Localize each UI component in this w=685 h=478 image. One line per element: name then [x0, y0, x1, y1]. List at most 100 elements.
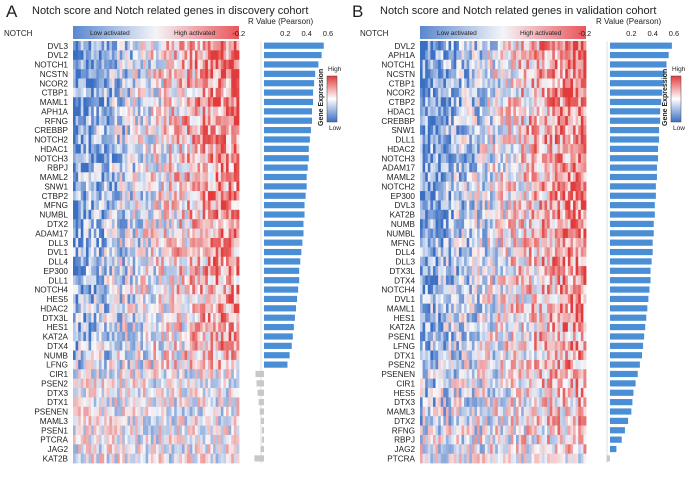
heatmap-cell: [518, 313, 522, 323]
heatmap-cell: [425, 172, 429, 182]
heatmap-cell: [536, 97, 540, 107]
heatmap-cell: [119, 134, 123, 145]
heatmap-cell: [570, 172, 574, 182]
heatmap-cell: [145, 209, 149, 220]
heatmap-cell: [228, 69, 232, 79]
heatmap-cell: [580, 294, 584, 304]
heatmap-cell: [184, 434, 188, 445]
heatmap-cell: [471, 219, 475, 229]
heatmap-cell: [171, 69, 175, 79]
heatmap-cell: [158, 378, 162, 389]
heatmap-cell: [132, 266, 136, 276]
heatmap-cell: [440, 256, 444, 267]
heatmap-cell: [236, 191, 240, 201]
heatmap-cell: [213, 397, 217, 408]
heatmap-cell: [106, 313, 110, 323]
heatmap-cell: [573, 69, 577, 79]
heatmap-cell: [580, 219, 584, 229]
heatmap-cell: [547, 303, 551, 314]
heatmap-cell: [119, 172, 123, 182]
heatmap-cell: [184, 191, 188, 201]
heatmap-cell: [513, 247, 517, 258]
heatmap-cell: [500, 303, 504, 314]
heatmap-cell: [163, 303, 167, 314]
heatmap-cell: [181, 397, 185, 408]
heatmap-cell: [435, 59, 439, 70]
heatmap-cell: [75, 388, 79, 398]
heatmap-cell: [430, 219, 434, 229]
heatmap-cell: [508, 116, 512, 126]
heatmap-cell: [440, 125, 444, 136]
heatmap-cell: [226, 69, 230, 79]
heatmap-cell: [570, 191, 574, 201]
heatmap-cell: [213, 266, 217, 276]
heatmap-cell: [515, 266, 519, 276]
heatmap-cell: [181, 78, 185, 89]
heatmap-cell: [104, 181, 108, 192]
heatmap-cell: [130, 153, 134, 164]
heatmap-cell: [137, 237, 141, 248]
heatmap-cell: [464, 303, 468, 314]
heatmap-cell: [236, 181, 240, 192]
heatmap-cell: [503, 69, 506, 79]
heatmap-cell: [148, 294, 152, 304]
heatmap-cell: [508, 97, 512, 107]
heatmap-cell: [114, 41, 118, 51]
heatmap-cell: [440, 247, 444, 258]
heatmap-cell: [505, 162, 509, 173]
heatmap-cell: [161, 97, 165, 107]
heatmap-cell: [207, 134, 211, 145]
heatmap-cell: [93, 444, 97, 455]
heatmap-cell: [223, 350, 227, 361]
heatmap-cell: [96, 191, 100, 201]
heatmap-cell: [150, 237, 154, 248]
heatmap-cell: [425, 97, 429, 107]
heatmap-cell: [420, 78, 423, 89]
heatmap-cell: [189, 378, 193, 389]
heatmap-cell: [163, 359, 167, 370]
heatmap-cell: [166, 388, 170, 398]
heatmap-cell: [114, 256, 118, 267]
heatmap-cell: [179, 50, 183, 61]
heatmap-cell: [130, 322, 134, 333]
heatmap-cell: [215, 322, 219, 333]
heatmap-cell: [122, 247, 126, 258]
heatmap-cell: [88, 153, 92, 164]
heatmap-cell: [132, 406, 136, 417]
heatmap-cell: [73, 388, 76, 398]
heatmap-cell: [122, 378, 126, 389]
heatmap-cell: [101, 444, 105, 455]
heatmap-cell: [104, 116, 108, 126]
heatmap-cell: [80, 59, 84, 70]
heatmap-cell: [200, 59, 204, 70]
heatmap-cell: [192, 97, 196, 107]
heatmap-cell: [174, 125, 178, 136]
heatmap-cell: [135, 59, 139, 70]
heatmap-cell: [200, 219, 204, 229]
heatmap-cell: [471, 256, 475, 267]
heatmap-cell: [80, 134, 84, 145]
heatmap-cell: [583, 134, 587, 145]
heatmap-cell: [166, 97, 170, 107]
heatmap-cell: [471, 125, 475, 136]
heatmap-cell: [443, 181, 447, 192]
heatmap-cell: [124, 284, 128, 295]
heatmap-cell: [101, 181, 105, 192]
heatmap-cell: [163, 50, 167, 61]
heatmap-cell: [552, 219, 556, 229]
heatmap-cell: [513, 116, 517, 126]
heatmap-cell: [469, 181, 473, 192]
heatmap-cell: [461, 78, 465, 89]
heatmap-cell: [226, 59, 230, 70]
heatmap-cell: [518, 209, 522, 220]
heatmap-cell: [207, 453, 211, 464]
heatmap-cell: [583, 87, 587, 98]
heatmap-cell: [228, 313, 232, 323]
heatmap-cell: [171, 209, 175, 220]
heatmap-cell: [210, 50, 214, 61]
heatmap-cell: [80, 144, 84, 154]
heatmap-cell: [521, 237, 525, 248]
heatmap-cell: [482, 116, 486, 126]
heatmap-cell: [445, 331, 449, 342]
heatmap-cell: [487, 116, 491, 126]
